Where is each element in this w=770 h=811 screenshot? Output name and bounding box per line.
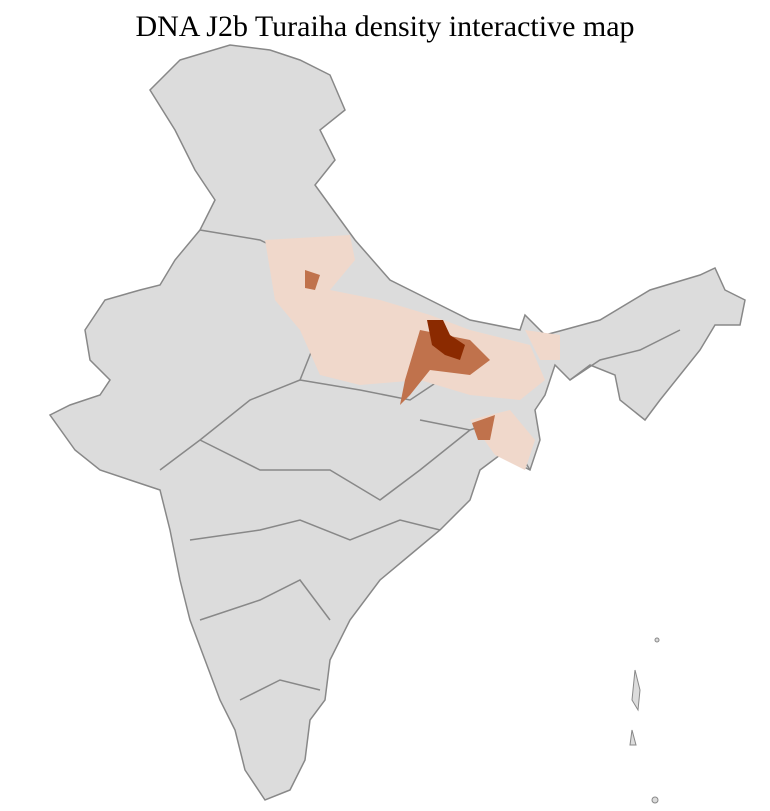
india-outline[interactable] xyxy=(48,44,746,801)
map-title: DNA J2b Turaiha density interactive map xyxy=(135,10,635,43)
region-high-density xyxy=(427,320,465,360)
region-mid-density-west xyxy=(305,270,320,290)
islands xyxy=(629,637,660,804)
region-mid-density-jharkhand xyxy=(472,415,495,440)
region-low-density-ne xyxy=(525,330,560,360)
density-regions[interactable] xyxy=(265,235,560,470)
region-mid-density xyxy=(400,330,490,405)
